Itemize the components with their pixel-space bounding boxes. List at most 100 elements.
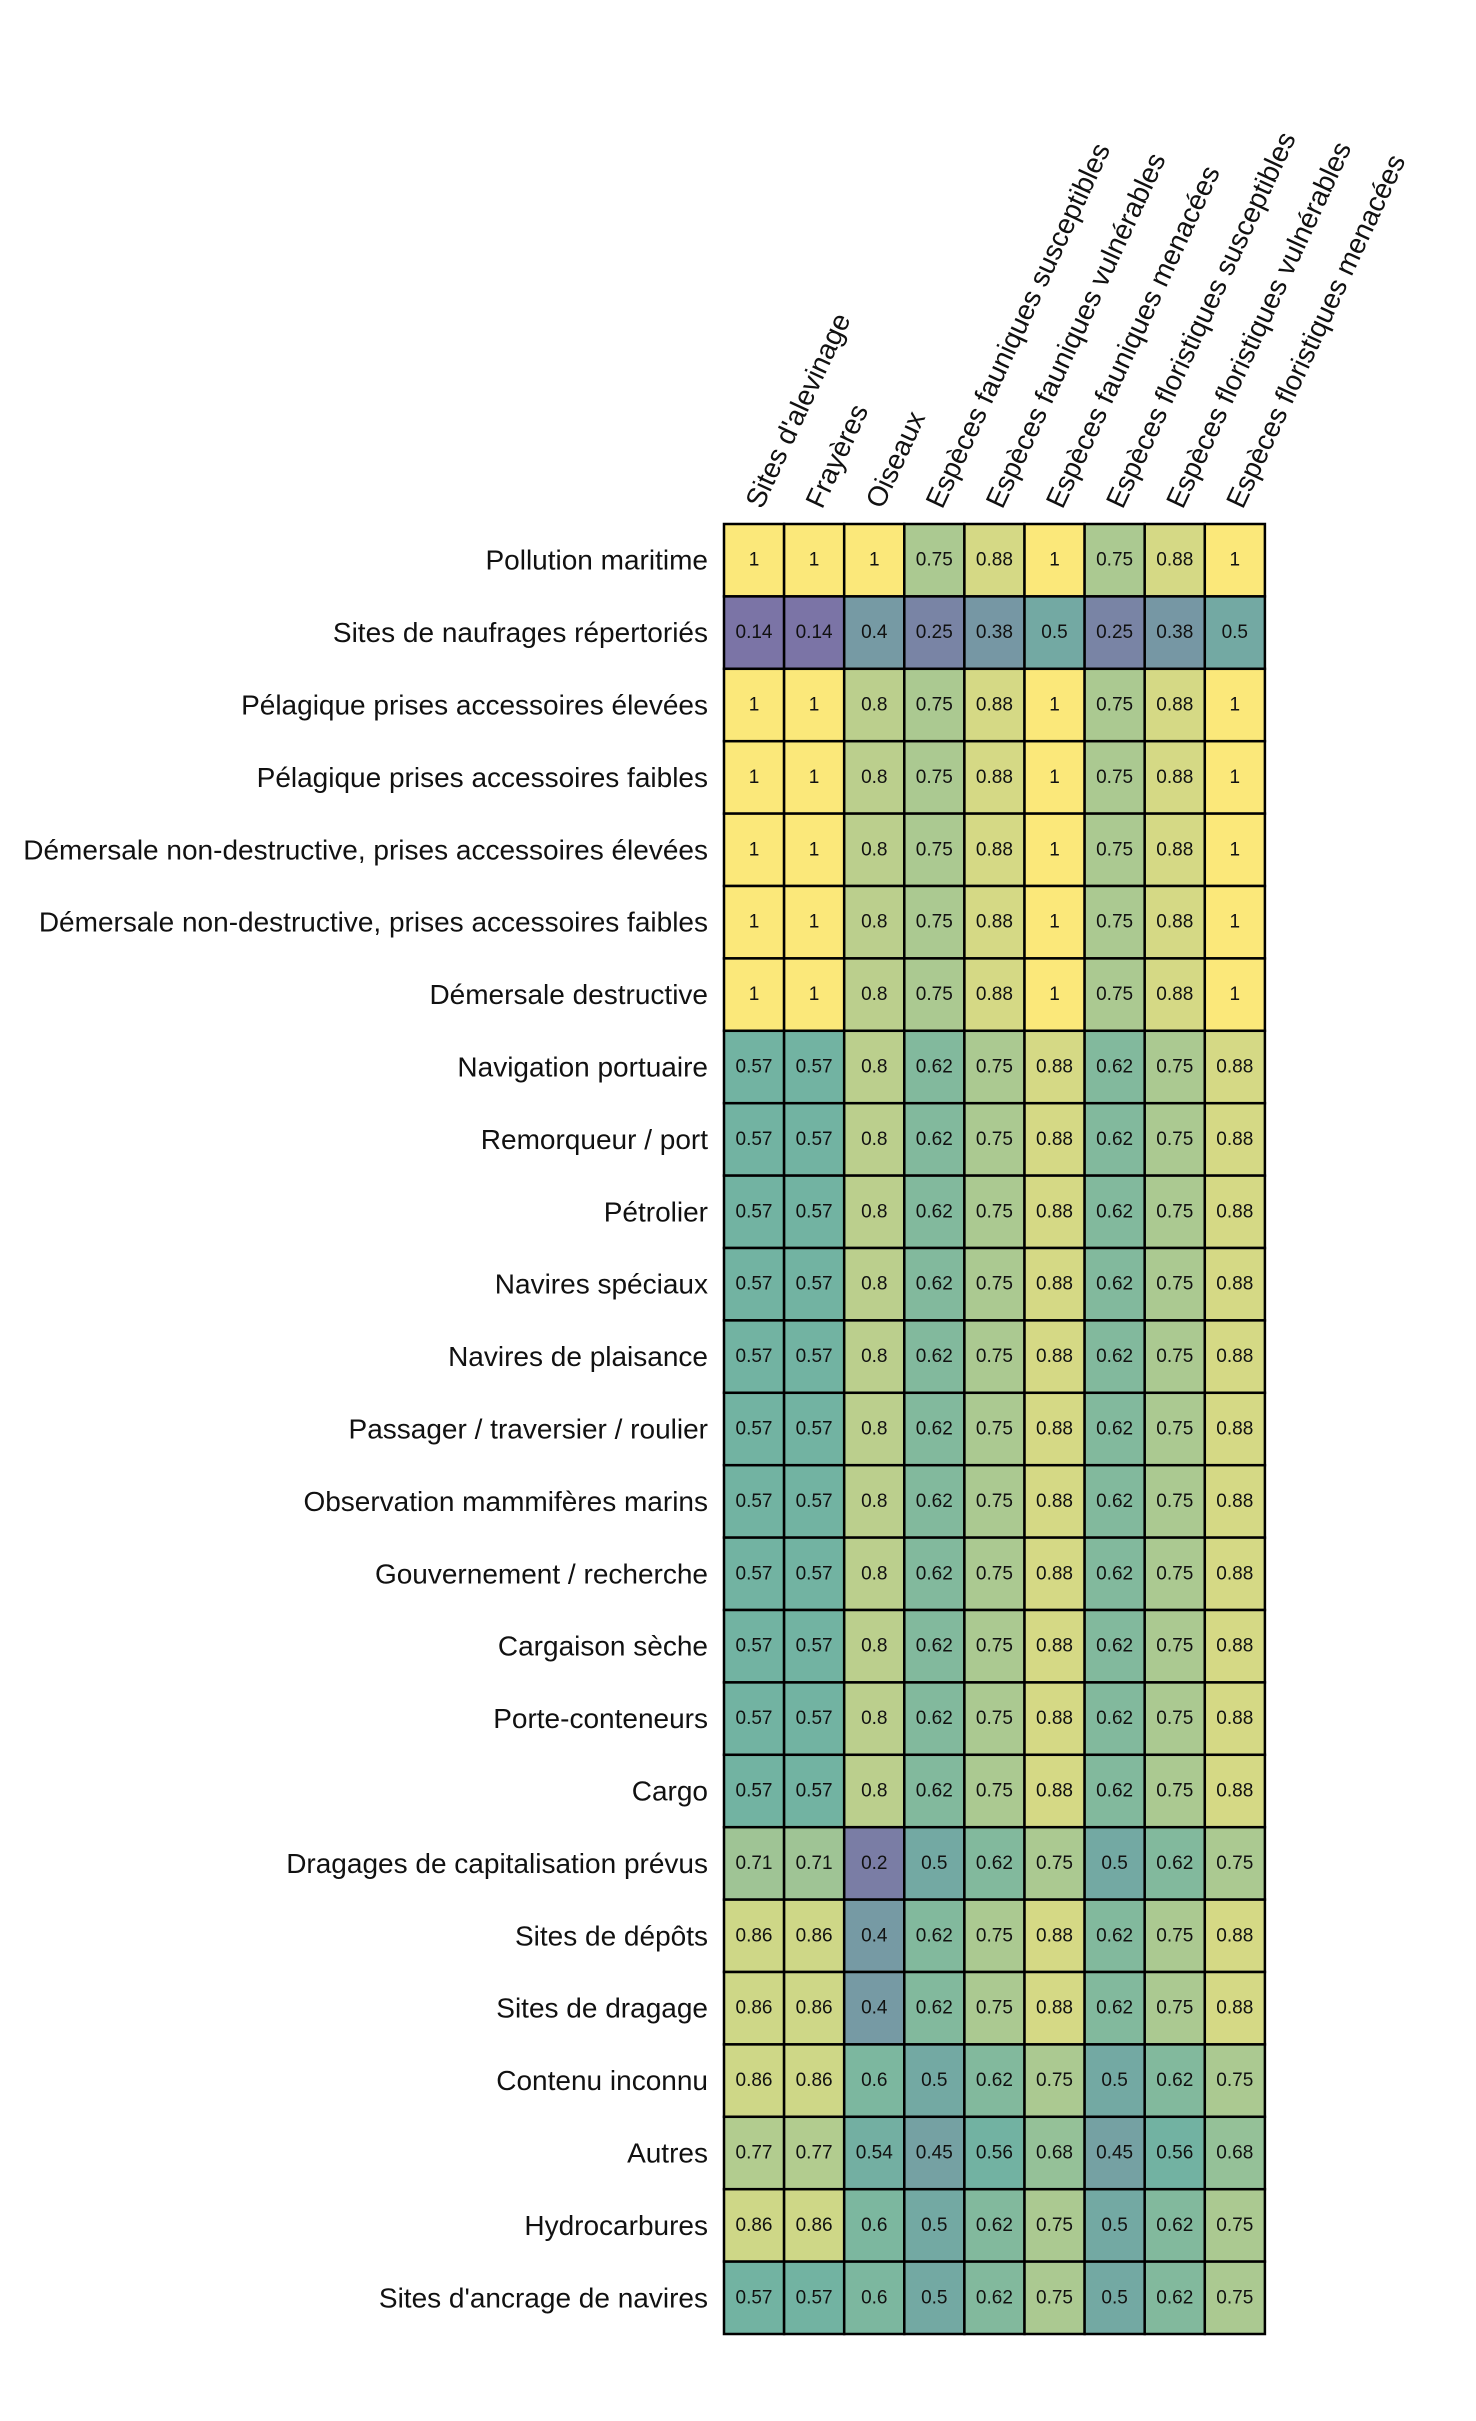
cell-value-label: 0.75 bbox=[976, 1057, 1013, 1078]
cell-value-label: 1 bbox=[1049, 912, 1060, 933]
row-label: Pélagique prises accessoires élevées bbox=[241, 690, 708, 721]
heatmap-cell bbox=[1023, 2260, 1086, 2336]
cell-value-label: 0.86 bbox=[736, 1925, 773, 1946]
cell-value-label: 0.75 bbox=[976, 1129, 1013, 1150]
cell-value-label: 1 bbox=[1049, 839, 1060, 860]
cell-value-label: 0.62 bbox=[916, 1491, 953, 1512]
heatmap-cell bbox=[1203, 2260, 1267, 2336]
cell-value-label: 0.75 bbox=[1156, 1419, 1193, 1440]
heatmap-cell bbox=[842, 522, 906, 598]
column-labels: Sites d'alevinageFrayèresOiseauxEspèces … bbox=[739, 127, 1411, 512]
heatmap-cell bbox=[842, 1319, 906, 1395]
cell-value-label: 0.62 bbox=[1096, 1636, 1133, 1657]
cell-value-label: 0.75 bbox=[1156, 1998, 1193, 2019]
cell-value-label: 1 bbox=[809, 550, 820, 571]
cell-value-label: 0.5 bbox=[1101, 2215, 1127, 2236]
cell-value-label: 0.71 bbox=[736, 1853, 773, 1874]
heatmap-cell bbox=[1143, 667, 1207, 743]
heatmap-cell bbox=[1083, 1463, 1146, 1539]
cell-value-label: 0.57 bbox=[796, 1346, 833, 1367]
cell-value-label: 0.86 bbox=[736, 2215, 773, 2236]
cell-value-label: 0.75 bbox=[916, 767, 953, 788]
cell-value-label: 0.88 bbox=[1036, 1636, 1073, 1657]
heatmap-cell bbox=[963, 1970, 1026, 2046]
cell-value-label: 0.75 bbox=[1156, 1636, 1193, 1657]
cell-value-label: 0.62 bbox=[916, 1636, 953, 1657]
cell-value-label: 0.8 bbox=[861, 1346, 887, 1367]
cell-value-label: 0.75 bbox=[976, 1925, 1013, 1946]
cell-value-label: 0.75 bbox=[976, 1781, 1013, 1802]
cell-value-label: 0.75 bbox=[976, 1998, 1013, 2019]
cell-value-label: 0.62 bbox=[916, 1925, 953, 1946]
cell-value-label: 0.8 bbox=[861, 1419, 887, 1440]
heatmap-cell bbox=[782, 1246, 846, 1322]
heatmap-cell bbox=[782, 957, 846, 1033]
heatmap-cell bbox=[842, 1898, 906, 1974]
cell-value-label: 0.57 bbox=[736, 1129, 773, 1150]
heatmap-cell bbox=[1143, 1391, 1207, 1467]
cell-value-label: 0.75 bbox=[1216, 2070, 1253, 2091]
cell-value-label: 0.75 bbox=[1216, 2287, 1253, 2308]
cell-value-label: 0.88 bbox=[1036, 1201, 1073, 1222]
cell-value-label: 0.62 bbox=[1096, 1491, 1133, 1512]
cell-value-label: 0.57 bbox=[736, 1636, 773, 1657]
cell-value-label: 0.75 bbox=[1036, 2070, 1073, 2091]
cell-value-label: 0.88 bbox=[1036, 1419, 1073, 1440]
heatmap-cell bbox=[963, 667, 1026, 743]
heatmap-cell bbox=[1083, 2187, 1146, 2263]
cell-value-label: 0.75 bbox=[1096, 839, 1133, 860]
cell-value-label: 0.57 bbox=[796, 1563, 833, 1584]
cell-value-label: 0.5 bbox=[1222, 622, 1248, 643]
heatmap-cell bbox=[1083, 1681, 1146, 1757]
cell-value-label: 0.75 bbox=[976, 1708, 1013, 1729]
heatmap-cell bbox=[722, 2115, 786, 2191]
heatmap-cell bbox=[1143, 1536, 1207, 1612]
cell-value-label: 0.88 bbox=[1036, 1274, 1073, 1295]
cell-value-label: 0.75 bbox=[1156, 1201, 1193, 1222]
cell-value-label: 0.75 bbox=[916, 695, 953, 716]
cell-value-label: 0.75 bbox=[976, 1274, 1013, 1295]
cell-value-label: 0.4 bbox=[861, 1998, 888, 2019]
cell-value-label: 0.62 bbox=[1096, 1201, 1133, 1222]
cell-value-label: 0.57 bbox=[736, 2287, 773, 2308]
cell-value-label: 0.62 bbox=[976, 1853, 1013, 1874]
heatmap-cell bbox=[782, 1825, 846, 1901]
cell-value-label: 0.8 bbox=[861, 1201, 887, 1222]
cell-value-label: 0.88 bbox=[1216, 1925, 1253, 1946]
cell-value-label: 0.62 bbox=[1156, 2287, 1193, 2308]
heatmap-cell bbox=[1203, 1608, 1267, 1684]
cell-value-label: 0.8 bbox=[861, 1708, 887, 1729]
heatmap-cell bbox=[1083, 1319, 1146, 1395]
cell-value-label: 0.57 bbox=[796, 2287, 833, 2308]
cell-value-label: 0.4 bbox=[861, 1925, 888, 1946]
cell-value-label: 0.62 bbox=[1096, 1346, 1133, 1367]
cell-value-label: 0.6 bbox=[861, 2287, 887, 2308]
heatmap-cell bbox=[1143, 2260, 1207, 2336]
cell-value-label: 0.62 bbox=[1096, 1781, 1133, 1802]
heatmap-cell bbox=[1083, 1608, 1146, 1684]
heatmap-cell bbox=[903, 1029, 966, 1105]
cell-value-label: 0.8 bbox=[861, 912, 887, 933]
cell-value-label: 0.4 bbox=[861, 622, 888, 643]
heatmap-cell bbox=[1203, 957, 1267, 1033]
heatmap-cell bbox=[1203, 1970, 1267, 2046]
heatmap-cell bbox=[1203, 1898, 1267, 1974]
heatmap-cell bbox=[963, 2115, 1026, 2191]
cell-value-label: 0.62 bbox=[1156, 2215, 1193, 2236]
cell-value-label: 0.38 bbox=[1156, 622, 1193, 643]
cell-value-label: 0.88 bbox=[1156, 550, 1193, 571]
cell-value-label: 0.8 bbox=[861, 1274, 887, 1295]
cell-value-label: 0.75 bbox=[1156, 1708, 1193, 1729]
row-label: Hydrocarbures bbox=[524, 2210, 708, 2241]
cell-value-label: 0.2 bbox=[861, 1853, 887, 1874]
cell-value-label: 0.57 bbox=[796, 1419, 833, 1440]
heatmap-cell bbox=[1143, 2043, 1207, 2119]
heatmap-cell bbox=[1023, 1970, 1086, 2046]
cell-value-label: 0.75 bbox=[976, 1563, 1013, 1584]
row-label: Cargo bbox=[632, 1776, 708, 1807]
heatmap-cell bbox=[963, 522, 1026, 598]
heatmap-cell bbox=[1203, 595, 1267, 671]
cell-value-label: 1 bbox=[1049, 550, 1060, 571]
row-label: Pétrolier bbox=[604, 1196, 708, 1227]
